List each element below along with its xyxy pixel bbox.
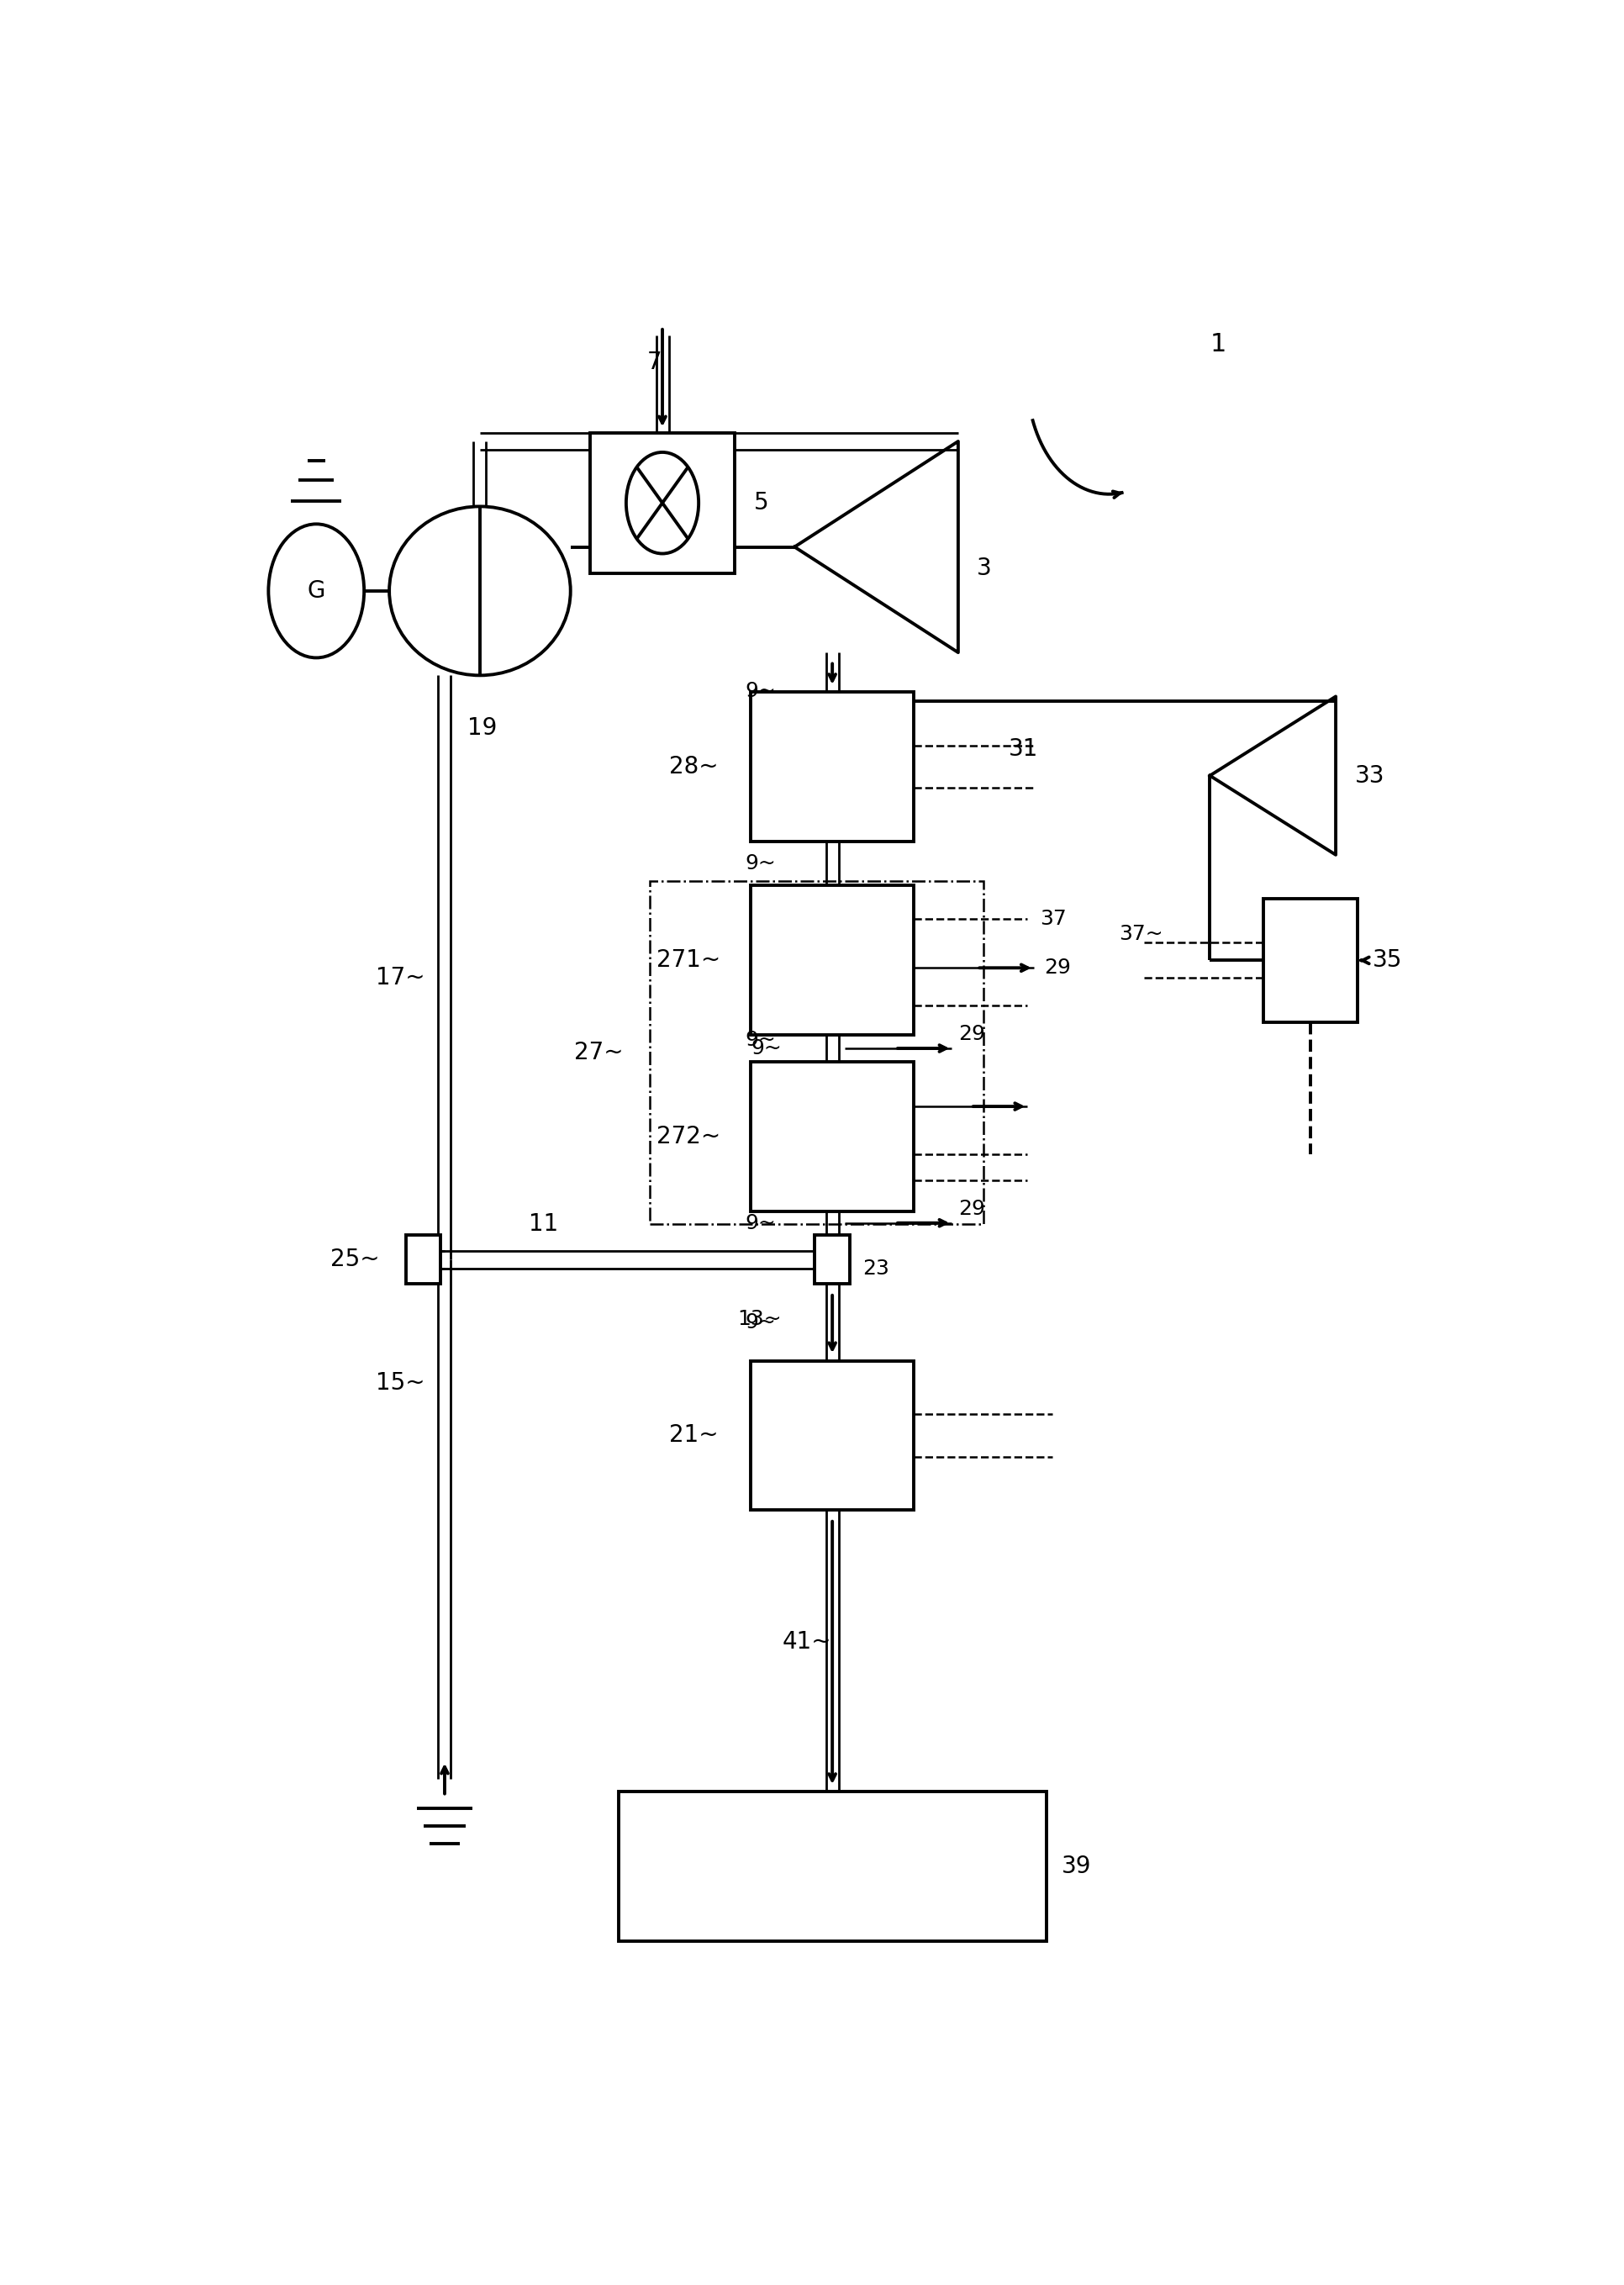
Bar (590, 432, 734, 574)
Text: 37~: 37~ (1119, 923, 1163, 944)
Text: 5: 5 (754, 491, 768, 514)
Bar (1263, 898, 1358, 1021)
Text: 9~: 9~ (750, 1037, 783, 1058)
Text: 27~: 27~ (575, 1042, 624, 1065)
Bar (650, 882, 984, 1225)
Bar (750, 692, 914, 841)
Circle shape (268, 523, 364, 658)
Bar (750, 887, 914, 1035)
Text: 7: 7 (648, 350, 663, 375)
Text: 41~: 41~ (783, 1631, 831, 1654)
Text: 21~: 21~ (669, 1424, 718, 1446)
Text: 29: 29 (958, 1200, 984, 1218)
Bar (750, 1360, 914, 1510)
Ellipse shape (390, 507, 570, 676)
Text: 1: 1 (1210, 331, 1226, 356)
Text: 37: 37 (1039, 909, 1067, 928)
Text: 19: 19 (468, 717, 497, 740)
Text: 28~: 28~ (669, 754, 718, 779)
Text: 29: 29 (958, 1024, 984, 1044)
Text: 25~: 25~ (330, 1248, 380, 1270)
Text: 9~: 9~ (745, 1213, 776, 1234)
Text: 23: 23 (862, 1259, 890, 1277)
Text: 272~: 272~ (656, 1124, 719, 1147)
Bar (750, 1063, 914, 1211)
Text: 271~: 271~ (656, 948, 719, 971)
Text: 9~: 9~ (745, 681, 776, 701)
Text: 9~: 9~ (745, 1312, 776, 1332)
Text: 31: 31 (1009, 738, 1038, 761)
Text: 33: 33 (1354, 763, 1384, 788)
Text: G: G (307, 578, 325, 603)
Text: 29: 29 (1044, 957, 1070, 978)
Text: 9~: 9~ (745, 855, 776, 873)
Text: 39: 39 (1062, 1855, 1091, 1878)
Text: 11: 11 (529, 1213, 559, 1236)
Text: 35: 35 (1372, 948, 1403, 971)
Text: 15~: 15~ (375, 1371, 425, 1394)
Bar (815, 1234, 849, 1284)
Text: 13~: 13~ (737, 1309, 783, 1330)
Text: 3: 3 (978, 555, 992, 580)
Circle shape (627, 452, 698, 553)
Text: 17~: 17~ (375, 967, 425, 989)
Bar (619, 1791, 1046, 1942)
Bar (406, 1234, 440, 1284)
Text: 9~: 9~ (745, 1031, 776, 1049)
